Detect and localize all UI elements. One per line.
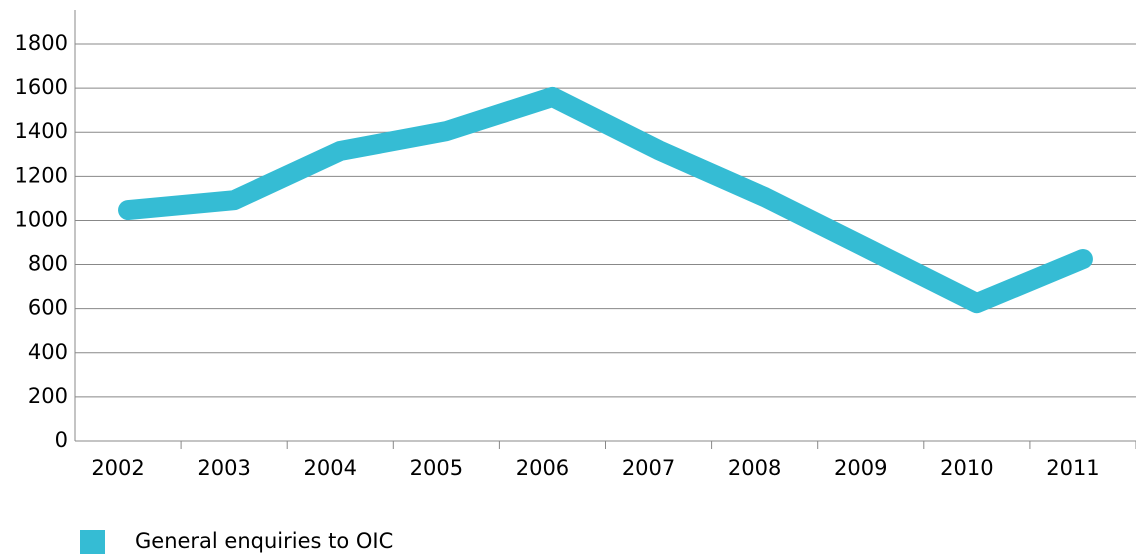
x-tick-label: 2003 <box>197 456 250 480</box>
x-tick-label: 2010 <box>940 456 993 480</box>
x-tick-label: 2002 <box>91 456 144 480</box>
y-tick-label: 600 <box>28 296 68 320</box>
x-tick-label: 2009 <box>834 456 887 480</box>
y-tick-label: 0 <box>55 428 68 452</box>
x-tick-label: 2006 <box>516 456 569 480</box>
legend-swatch <box>80 530 105 554</box>
y-tick-label: 1200 <box>15 163 68 187</box>
y-tick-label: 400 <box>28 340 68 364</box>
y-tick-label: 1600 <box>15 75 68 99</box>
x-tick-label: 2005 <box>410 456 463 480</box>
x-tick-label: 2007 <box>622 456 675 480</box>
x-tick-label: 2008 <box>728 456 781 480</box>
y-tick-label: 1400 <box>15 119 68 143</box>
y-tick-label: 800 <box>28 252 68 276</box>
y-tick-label: 1800 <box>15 31 68 55</box>
legend-label: General enquiries to OIC <box>135 529 393 553</box>
x-tick-label: 2011 <box>1046 456 1099 480</box>
y-tick-label: 1000 <box>15 207 68 231</box>
y-tick-label: 200 <box>28 384 68 408</box>
data-line <box>118 86 1093 314</box>
x-tick-label: 2004 <box>304 456 357 480</box>
